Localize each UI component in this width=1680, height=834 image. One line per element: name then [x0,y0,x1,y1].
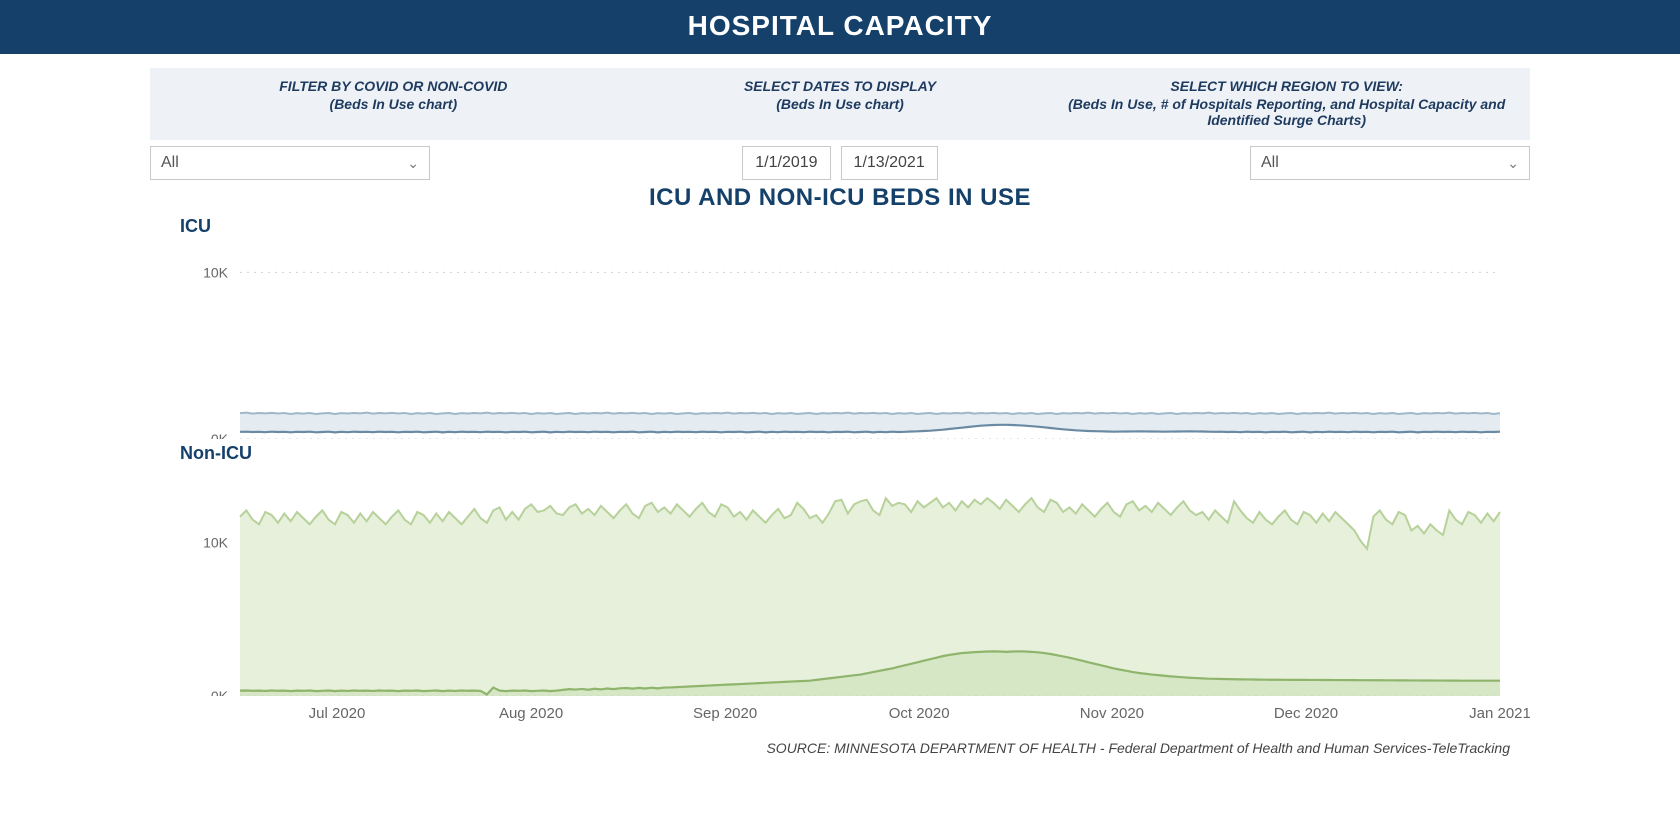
svg-text:Jul 2020: Jul 2020 [309,705,366,722]
date-start-input[interactable]: 1/1/2019 [742,146,830,180]
filter-region-label: SELECT WHICH REGION TO VIEW: (Beds In Us… [1063,78,1510,128]
svg-text:10K: 10K [203,535,229,551]
region-select[interactable]: All ⌄ [1250,146,1530,180]
covid-filter-select[interactable]: All ⌄ [150,146,430,180]
controls-row: All ⌄ 1/1/2019 1/13/2021 All ⌄ [150,146,1530,180]
filter-dates-label: SELECT DATES TO DISPLAY (Beds In Use cha… [617,78,1064,128]
svg-text:Jan 2021: Jan 2021 [1469,705,1530,722]
nonicu-panel-label: Non-ICU [180,443,1530,464]
svg-text:Aug 2020: Aug 2020 [499,705,563,722]
icu-panel-label: ICU [180,216,1530,237]
filter-covid-label: FILTER BY COVID OR NON-COVID (Beds In Us… [170,78,617,128]
chart-title: ICU AND NON-ICU BEDS IN USE [0,184,1680,212]
page-title: HOSPITAL CAPACITY [0,10,1680,42]
date-end-input[interactable]: 1/13/2021 [841,146,938,180]
svg-text:Dec 2020: Dec 2020 [1274,705,1338,722]
nonicu-chart: 0K 10K [150,466,1530,696]
chevron-down-icon: ⌄ [407,155,419,172]
x-axis: Jul 2020 Aug 2020 Sep 2020 Oct 2020 Nov 2020… [150,696,1530,732]
chevron-down-icon: ⌄ [1507,155,1519,172]
icu-chart: 0K 10K [150,239,1530,439]
svg-text:0K: 0K [211,431,229,439]
svg-text:Oct 2020: Oct 2020 [889,705,950,722]
filter-bar: FILTER BY COVID OR NON-COVID (Beds In Us… [150,68,1530,140]
covid-filter-value: All [161,154,179,172]
chart-container: ICU 0K 10K Non-ICU 0K 10K Jul 2020 Aug 2020… [150,216,1530,732]
source-attribution: SOURCE: MINNESOTA DEPARTMENT OF HEALTH -… [0,740,1510,756]
region-select-value: All [1261,154,1279,172]
svg-text:0K: 0K [211,688,229,696]
header-banner: HOSPITAL CAPACITY [0,0,1680,54]
svg-text:Nov 2020: Nov 2020 [1080,705,1144,722]
svg-text:Sep 2020: Sep 2020 [693,705,757,722]
svg-text:10K: 10K [203,264,229,280]
